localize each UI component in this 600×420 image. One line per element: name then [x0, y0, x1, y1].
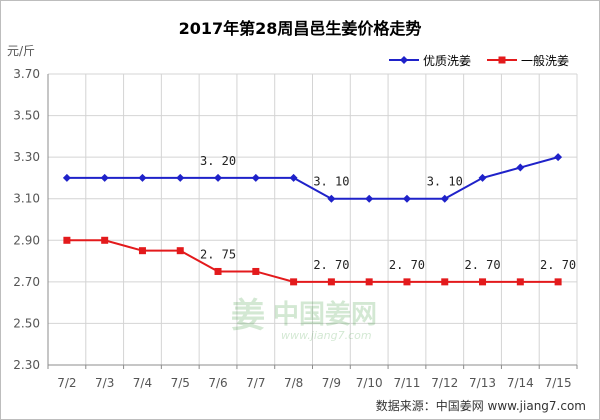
- data-point: [63, 236, 71, 244]
- watermark-logo: 姜中国姜网www.jiang7.com: [231, 296, 377, 342]
- series-line: [66, 156, 559, 200]
- x-tick-label: 7/3: [95, 376, 114, 390]
- series-1: [63, 236, 562, 286]
- data-label: 2. 70: [464, 258, 500, 272]
- x-tick-label: 7/12: [431, 376, 458, 390]
- data-point: [176, 247, 184, 255]
- x-tick-label: 7/5: [171, 376, 190, 390]
- y-tick-label: 2.70: [13, 275, 40, 289]
- x-tick-label: 7/14: [507, 376, 534, 390]
- x-tick-label: 7/2: [57, 376, 76, 390]
- plot-area: 姜中国姜网www.jiang7.com 3.70 3.50 3.30 3.10 2.90…: [13, 67, 578, 390]
- data-point: [62, 173, 71, 182]
- data-label: 3. 10: [427, 175, 463, 189]
- data-point: [251, 173, 260, 182]
- data-point: [290, 278, 298, 286]
- data-point: [252, 267, 260, 275]
- x-tick-label: 7/6: [208, 376, 227, 390]
- data-label: 2. 70: [540, 258, 576, 272]
- data-point: [554, 278, 562, 286]
- watermark-url: www.jiang7.com: [281, 329, 372, 342]
- x-tick-label: 7/9: [322, 376, 341, 390]
- axes: 3.70 3.50 3.30 3.10 2.90 2.70 2.50 2.30 7/2 7/3 7/…: [13, 67, 578, 390]
- series: [62, 153, 563, 286]
- series-0: [62, 153, 563, 203]
- data-point: [138, 247, 146, 255]
- x-tick-label: 7/8: [284, 376, 303, 390]
- data-label: 3. 20: [200, 154, 236, 168]
- data-point: [365, 194, 374, 203]
- grid: [48, 73, 578, 365]
- data-point: [176, 173, 185, 182]
- legend: 优质洗姜 一般洗姜: [389, 53, 569, 68]
- data-point: [214, 173, 223, 182]
- data-point: [327, 278, 335, 286]
- x-tick-label: 7/7: [246, 376, 265, 390]
- y-tick-label: 3.30: [13, 150, 40, 164]
- data-point: [214, 267, 222, 275]
- data-point: [100, 173, 109, 182]
- data-point: [289, 173, 298, 182]
- source-note: 数据来源：中国姜网 www.jiang7.com: [376, 398, 586, 413]
- data-point: [554, 153, 563, 162]
- data-label: 2. 75: [200, 247, 236, 261]
- legend-label: 一般洗姜: [521, 53, 569, 68]
- y-tick-label: 2.30: [13, 358, 40, 372]
- x-tick-label: 7/4: [133, 376, 152, 390]
- series-line: [66, 239, 559, 283]
- x-tick-label: 7/10: [356, 376, 383, 390]
- data-point: [478, 173, 487, 182]
- x-tick-label: 7/15: [545, 376, 572, 390]
- watermark-text: 中国姜网: [273, 299, 377, 330]
- chart-title: 2017年第28周昌邑生姜价格走势: [179, 19, 422, 38]
- legend-item-series-0: 优质洗姜: [389, 54, 471, 68]
- legend-label: 优质洗姜: [423, 54, 471, 68]
- data-label: 2. 70: [313, 258, 349, 272]
- data-label: 2. 70: [389, 258, 425, 272]
- y-tick-label: 3.70: [13, 67, 40, 81]
- y-tick-label: 3.50: [13, 109, 40, 123]
- data-point: [138, 173, 147, 182]
- data-point: [403, 278, 411, 286]
- legend-item-series-1: 一般洗姜: [487, 53, 569, 68]
- data-point: [440, 194, 449, 203]
- data-labels: 3. 20 3. 10 3. 10 2. 75 2. 70 2. 70 2. 70 2. 70: [200, 154, 576, 272]
- data-point: [101, 236, 109, 244]
- x-tick-label: 7/13: [469, 376, 496, 390]
- x-tick-label: 7/11: [393, 376, 420, 390]
- data-point: [402, 194, 411, 203]
- watermark-glyph: 姜: [231, 296, 265, 336]
- data-point: [516, 163, 525, 172]
- data-point: [365, 278, 373, 286]
- y-tick-label: 2.50: [13, 316, 40, 330]
- data-point: [327, 194, 336, 203]
- data-point: [516, 278, 524, 286]
- data-label: 3. 10: [313, 175, 349, 189]
- watermark: 姜中国姜网www.jiang7.com: [231, 296, 377, 342]
- y-tick-label: 2.90: [13, 233, 40, 247]
- y-tick-label: 3.10: [13, 192, 40, 206]
- legend-marker-diamond: [400, 56, 408, 64]
- data-point: [479, 278, 487, 286]
- legend-marker-square: [498, 56, 506, 64]
- data-point: [441, 278, 449, 286]
- y-axis-label: 元/斤: [7, 44, 35, 58]
